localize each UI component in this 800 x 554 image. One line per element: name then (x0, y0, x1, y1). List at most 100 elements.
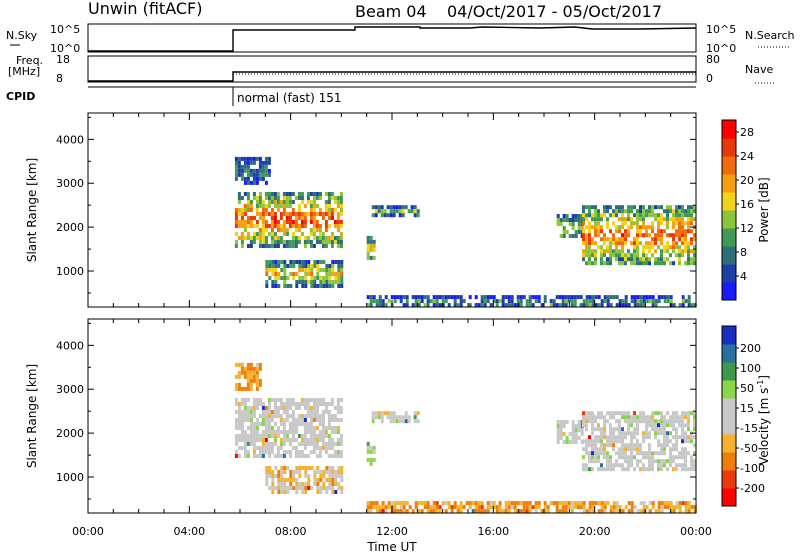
velocity-echo-cell (651, 501, 655, 506)
velocity-echo-cell (639, 443, 642, 448)
velocity-echo-cell (261, 422, 265, 426)
power-echo-cell (252, 160, 256, 165)
velocity-echo-cell (279, 422, 283, 426)
power-echo-cell (559, 222, 563, 226)
velocity-colorbar-step (722, 416, 736, 435)
freq-tick-top: 18 (56, 53, 70, 66)
power-echo-cell (331, 272, 335, 276)
power-ylabel: Slant Range [km] (25, 158, 39, 262)
velocity-echo-cell (504, 509, 508, 514)
velocity-echo-cell (687, 423, 690, 428)
power-echo-cell (585, 213, 588, 218)
velocity-echo-cell (591, 443, 594, 448)
power-echo-cell (453, 299, 457, 304)
velocity-echo-cell (600, 467, 603, 472)
power-echo-cell (624, 229, 627, 234)
velocity-echo-cell (267, 414, 271, 418)
power-echo-cell (693, 205, 696, 210)
power-echo-cell (426, 303, 430, 308)
velocity-echo-cell (280, 466, 284, 470)
velocity-echo-cell (252, 442, 256, 446)
velocity-echo-cell (395, 415, 399, 420)
power-echo-cell (291, 224, 295, 228)
power-echo-cell (564, 295, 568, 300)
power-echo-cell (630, 299, 634, 304)
power-echo-region (234, 156, 271, 185)
velocity-echo-cell (678, 509, 682, 514)
power-echo-cell (240, 172, 244, 177)
power-echo-cell (274, 264, 278, 268)
power-echo-cell (648, 257, 651, 262)
velocity-echo-cell (237, 406, 241, 410)
power-echo-cell (258, 196, 262, 200)
velocity-echo-cell (315, 442, 319, 446)
velocity-echo-cell (255, 366, 259, 371)
velocity-echo-cell (246, 426, 250, 430)
velocity-echo-cell (294, 402, 298, 406)
velocity-echo-cell (432, 501, 436, 506)
power-echo-cell (298, 268, 302, 272)
velocity-echo-cell (648, 435, 651, 440)
power-echo-cell (411, 303, 415, 308)
velocity-echo-cell (480, 501, 484, 506)
velocity-echo-cell (522, 505, 526, 510)
velocity-echo-cell (285, 434, 289, 438)
power-echo-cell (675, 221, 678, 226)
velocity-echo-cell (480, 505, 484, 510)
velocity-echo-cell (615, 459, 618, 464)
freq-unit: [MHz] (8, 65, 40, 78)
power-echo-cell (324, 212, 328, 216)
velocity-echo-cell (264, 450, 268, 454)
power-echo-cell (594, 209, 597, 214)
power-echo-cell (234, 240, 238, 244)
power-echo-cell (648, 295, 652, 300)
power-echo-cell (277, 276, 281, 280)
power-echo-cell (297, 196, 301, 200)
velocity-echo-cell (648, 447, 651, 452)
velocity-echo-cell (333, 442, 337, 446)
velocity-echo-cell (660, 411, 663, 416)
power-echo-cell (615, 229, 618, 234)
velocity-echo-cell (279, 442, 283, 446)
power-echo-cell (366, 243, 370, 248)
power-echo-cell (316, 272, 320, 276)
velocity-echo-cell (401, 415, 405, 420)
velocity-echo-cell (588, 455, 591, 460)
velocity-echo-cell (291, 422, 295, 426)
velocity-echo-cell (600, 411, 603, 416)
power-echo-cell (246, 220, 250, 224)
power-echo-cell (612, 233, 615, 238)
velocity-echo-cell (327, 454, 331, 458)
power-echo-cell (621, 237, 624, 242)
power-echo-cell (240, 176, 244, 181)
power-echo-cell (639, 209, 642, 214)
velocity-echo-cell (381, 501, 385, 506)
velocity-echo-cell (322, 486, 326, 490)
power-echo-cell (324, 244, 328, 248)
power-echo-cell (627, 303, 631, 308)
velocity-echo-cell (366, 505, 370, 510)
velocity-echo-cell (582, 455, 585, 460)
power-echo-cell (678, 217, 681, 222)
power-echo-cell (639, 257, 642, 262)
power-echo-cell (468, 295, 472, 300)
power-echo-cell (663, 245, 666, 250)
velocity-echo-cell (609, 455, 612, 460)
velocity-echo-cell (426, 505, 430, 510)
power-echo-cell (651, 205, 654, 210)
power-echo-cell (573, 295, 577, 300)
velocity-echo-cell (252, 374, 256, 379)
power-echo-cell (618, 241, 621, 246)
velocity-echo-cell (336, 418, 340, 422)
power-echo-cell (264, 204, 268, 208)
velocity-echo-cell (687, 451, 690, 456)
velocity-echo-cell (597, 435, 600, 440)
velocity-echo-cell (591, 505, 595, 510)
velocity-echo-cell (295, 482, 299, 486)
power-echo-cell (600, 225, 603, 230)
power-echo-cell (639, 229, 642, 234)
velocity-echo-cell (246, 414, 250, 418)
velocity-echo-cell (366, 441, 370, 446)
power-echo-cell (330, 240, 334, 244)
power-echo-region (366, 235, 376, 260)
